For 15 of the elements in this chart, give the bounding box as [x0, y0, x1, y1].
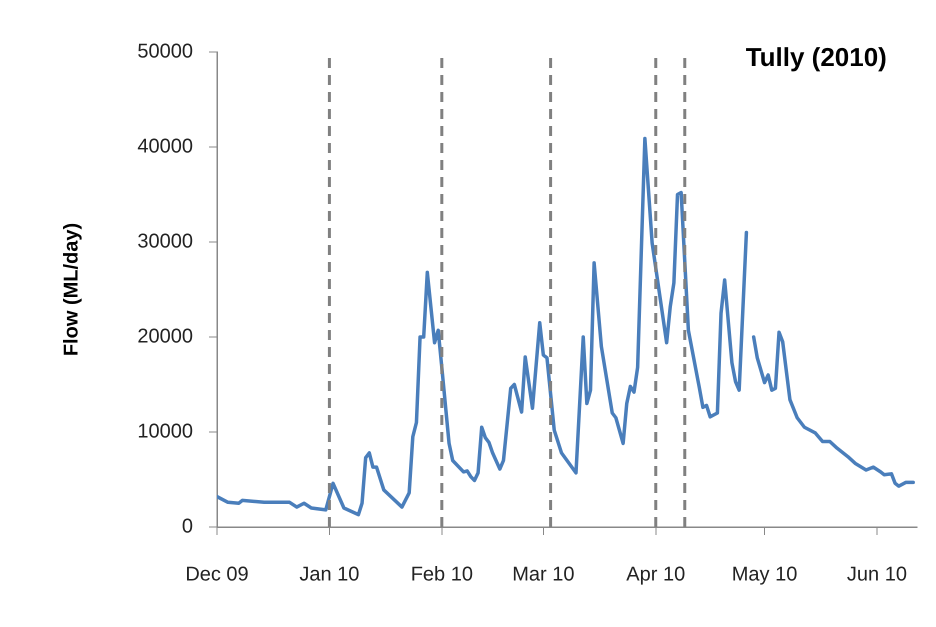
x-tick-label: May 10 — [732, 564, 798, 586]
x-tick-label: Jan 10 — [299, 564, 360, 586]
x-tick-label: Dec 09 — [185, 564, 249, 586]
y-tick-label: 0 — [182, 516, 193, 538]
x-tick-label: Feb 10 — [410, 564, 473, 586]
y-tick-label: 50000 — [137, 40, 193, 63]
y-tick-label: 40000 — [137, 136, 193, 158]
y-tick-label: 30000 — [137, 230, 193, 253]
y-axis-title: Flow (ML/day) — [60, 222, 83, 356]
x-tick-label: Mar 10 — [512, 564, 574, 586]
x-tick-label: Jun 10 — [846, 564, 907, 586]
y-tick-label: 10000 — [137, 420, 193, 443]
x-tick-label: Apr 10 — [626, 564, 686, 586]
chart-title: Tully (2010) — [746, 42, 887, 72]
y-tick-label: 20000 — [137, 326, 193, 348]
